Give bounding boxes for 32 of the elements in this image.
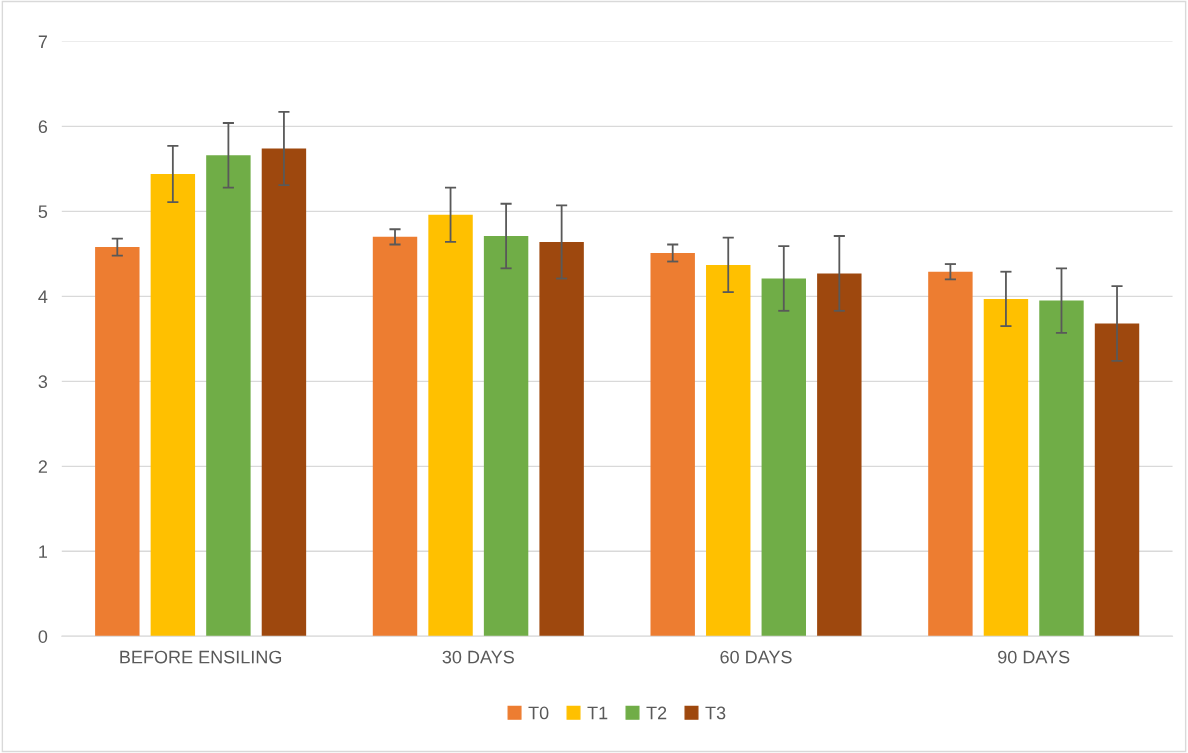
bar [206, 155, 251, 637]
bar [1039, 300, 1084, 637]
x-tick-label: BEFORE ENSILING [120, 650, 282, 664]
bar [483, 236, 529, 637]
legend-label: T1 [587, 706, 608, 720]
bar [150, 173, 196, 637]
y-tick-label: 0 [38, 630, 48, 644]
legend-label: T3 [705, 706, 726, 720]
bar [706, 264, 751, 637]
y-tick-label: 2 [38, 460, 47, 473]
y-tick-label: 6 [38, 120, 48, 134]
bar [539, 241, 584, 637]
x-tick-label: 90 DAYS [998, 650, 1070, 664]
y-tick-label: 3 [38, 375, 48, 389]
bar [817, 273, 862, 637]
x-tick-label: 30 DAYS [442, 650, 514, 664]
legend-label: T0 [528, 706, 549, 720]
x-tick-label: 60 DAYS [720, 650, 792, 664]
y-tick-label: 4 [38, 290, 48, 303]
y-tick-label: 1 [39, 545, 48, 558]
bar [372, 236, 418, 637]
bar [1094, 323, 1140, 637]
bar [95, 247, 140, 637]
y-tick-label: 7 [38, 35, 47, 48]
y-tick-label: 5 [38, 205, 48, 219]
bar [428, 214, 473, 637]
bar [928, 271, 973, 637]
bar [761, 278, 806, 637]
legend-label: T2 [646, 706, 667, 720]
bar [261, 148, 307, 637]
bar [650, 253, 695, 637]
bar [983, 298, 1029, 637]
